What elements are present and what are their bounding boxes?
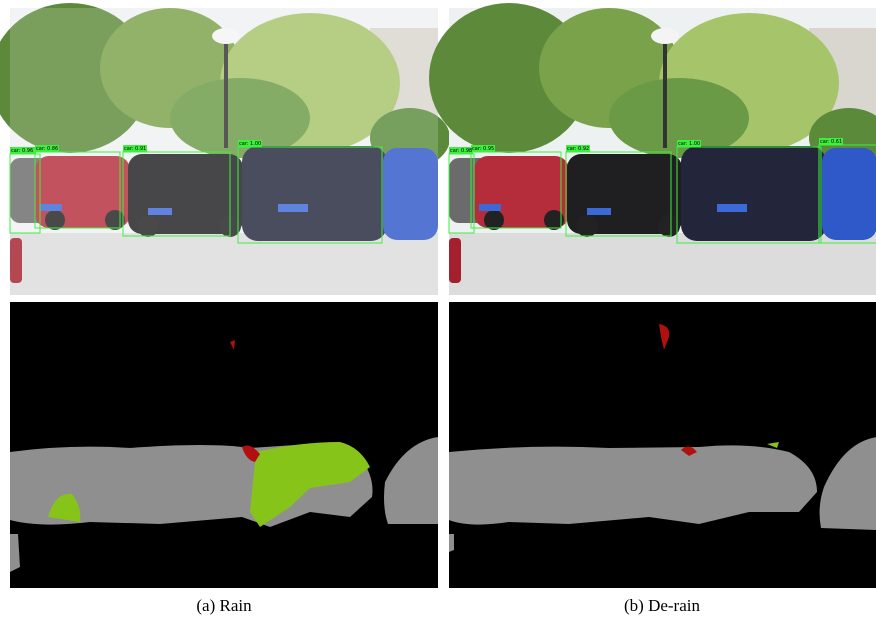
caption: (b) De-rain <box>624 596 700 615</box>
detection-label: car: 1.00 <box>239 141 261 147</box>
detection-label: car: 0.86 <box>36 146 58 152</box>
detection-label: car: 0.96 <box>11 148 33 154</box>
detection-label: car: 0.91 <box>124 146 146 152</box>
derain-photo: car: 0.98 car: 0.95 car: 0.92 car: 1.00 … <box>429 3 876 295</box>
detection-label: car: 1.00 <box>678 141 700 147</box>
rain-mask <box>10 302 438 588</box>
figure: car: 0.96 car: 0.86 car: 0.91 car: 1.00 … <box>0 0 876 620</box>
detection-label: car: 0.92 <box>567 146 589 152</box>
derain-mask <box>449 302 876 588</box>
detection-label: car: 0.61 <box>820 139 842 145</box>
caption: (a) Rain <box>196 596 252 615</box>
detection-label: car: 0.95 <box>472 146 494 152</box>
rain-photo: car: 0.96 car: 0.86 car: 0.91 car: 1.00 <box>0 3 450 295</box>
detection-label: car: 0.98 <box>450 148 472 154</box>
